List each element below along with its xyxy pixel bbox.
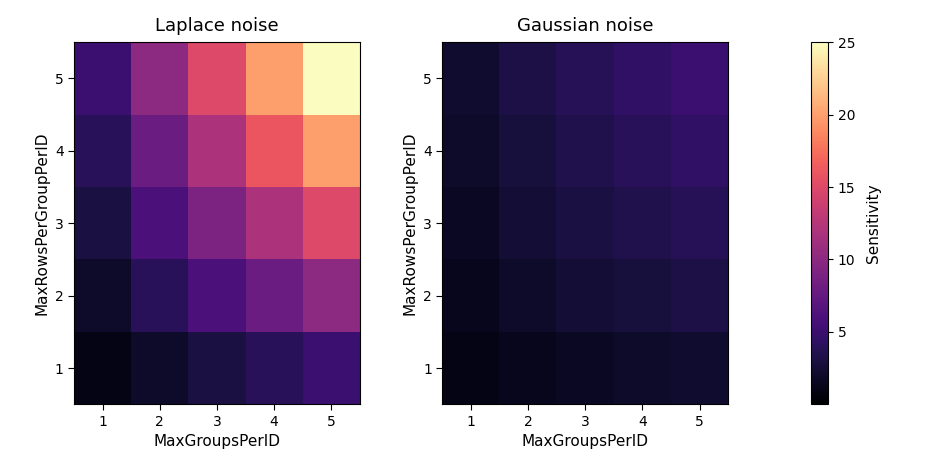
X-axis label: MaxGroupsPerID: MaxGroupsPerID <box>154 434 280 449</box>
Title: Gaussian noise: Gaussian noise <box>517 17 654 35</box>
X-axis label: MaxGroupsPerID: MaxGroupsPerID <box>522 434 648 449</box>
Title: Laplace noise: Laplace noise <box>155 17 278 35</box>
Y-axis label: Sensitivity: Sensitivity <box>867 183 882 263</box>
Y-axis label: MaxRowsPerGroupPerID: MaxRowsPerGroupPerID <box>34 132 49 315</box>
Y-axis label: MaxRowsPerGroupPerID: MaxRowsPerGroupPerID <box>402 132 417 315</box>
